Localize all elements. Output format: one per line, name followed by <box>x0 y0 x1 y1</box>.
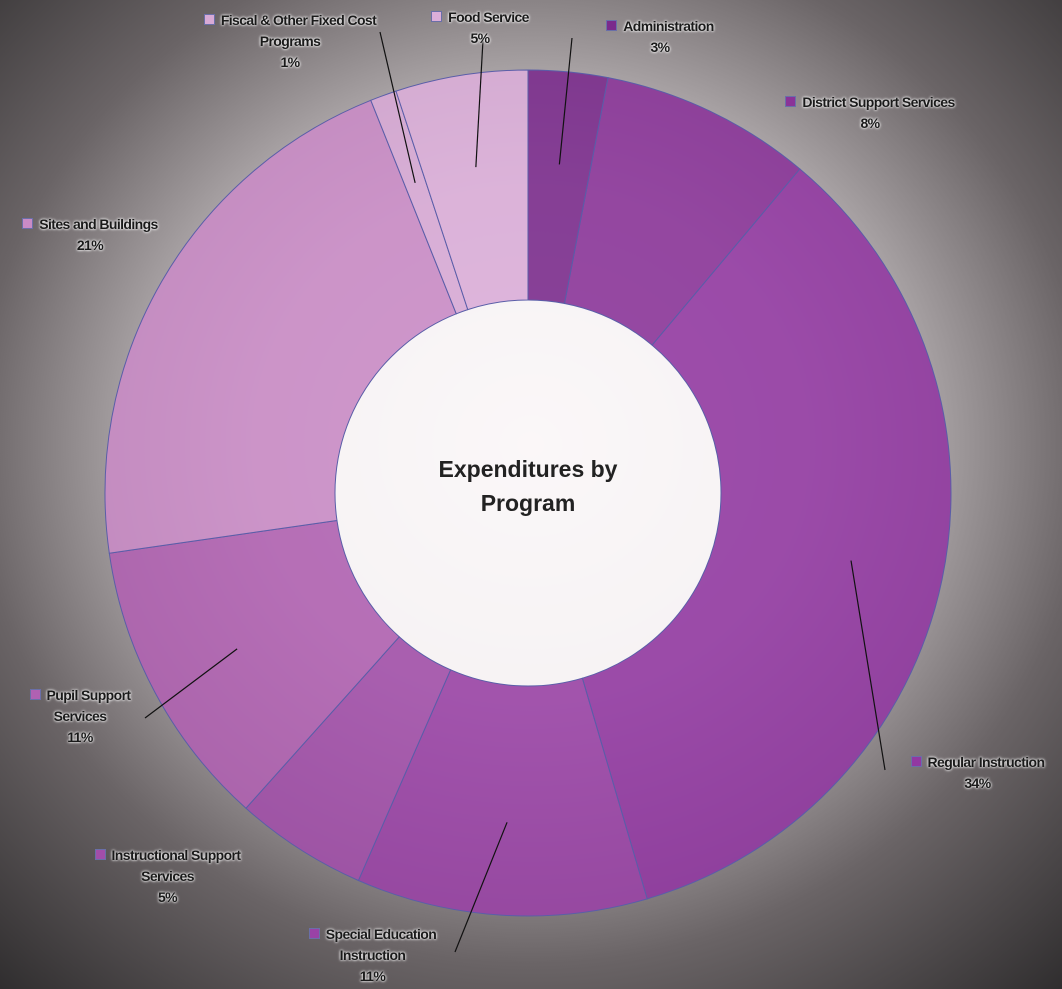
legend-swatch <box>785 96 797 107</box>
legend-swatch <box>203 14 215 25</box>
category-name: Sites and Buildings <box>39 216 158 232</box>
donut-slice <box>108 519 401 809</box>
percent-label: 5% <box>157 889 178 905</box>
percent-label: 8% <box>860 115 880 131</box>
slice-label: Instructional Support Services 5% <box>70 845 265 908</box>
legend-swatch <box>431 11 443 22</box>
percent-label: 11% <box>359 968 386 984</box>
leader-line <box>475 39 484 168</box>
percent-label: 34% <box>964 775 991 791</box>
slice-label: Pupil Support Services 11% <box>10 685 150 748</box>
legend-swatch <box>22 218 34 229</box>
donut-slice <box>395 69 529 311</box>
category-name: Pupil Support Services <box>46 687 132 724</box>
slice-label: Sites and Buildings 21% <box>0 214 180 256</box>
slice-label: Regular Instruction 34% <box>890 752 1062 794</box>
donut-slice <box>581 168 952 900</box>
legend-swatch <box>308 928 320 939</box>
category-name: Regular Instruction <box>927 754 1046 770</box>
slice-label: Special Education Instruction 11% <box>285 924 460 987</box>
slice-label: Food Service 5% <box>410 7 550 49</box>
donut-slice <box>104 99 457 554</box>
category-name: District Support Services <box>802 94 955 110</box>
donut-slice <box>357 669 648 917</box>
percent-label: 5% <box>470 30 490 46</box>
chart-title: Expenditures by Program <box>438 456 618 516</box>
donut-hole <box>335 300 721 686</box>
leader-line <box>558 37 573 165</box>
slice-label: Administration 3% <box>580 16 740 58</box>
percent-label: 21% <box>76 237 104 253</box>
category-name: Instructional Support Services <box>111 847 242 884</box>
legend-swatch <box>910 756 922 767</box>
slice-label: District Support Services 8% <box>760 92 980 134</box>
leader-line <box>454 822 508 953</box>
leader-line <box>144 648 238 719</box>
category-name: Fiscal & Other Fixed Cost Programs <box>220 12 377 49</box>
category-name: Administration <box>623 18 714 34</box>
category-name: Special Education Instruction <box>325 926 437 963</box>
leader-line <box>850 560 886 771</box>
legend-swatch <box>29 689 41 700</box>
slice-label: Fiscal & Other Fixed Cost Programs 1% <box>195 10 385 73</box>
category-name: Food Service <box>448 9 529 25</box>
percent-label: 1% <box>280 54 300 70</box>
legend-swatch <box>94 849 106 860</box>
percent-label: 11% <box>67 729 93 745</box>
legend-swatch <box>606 20 618 31</box>
leader-line <box>379 31 416 184</box>
percent-label: 3% <box>650 39 670 55</box>
